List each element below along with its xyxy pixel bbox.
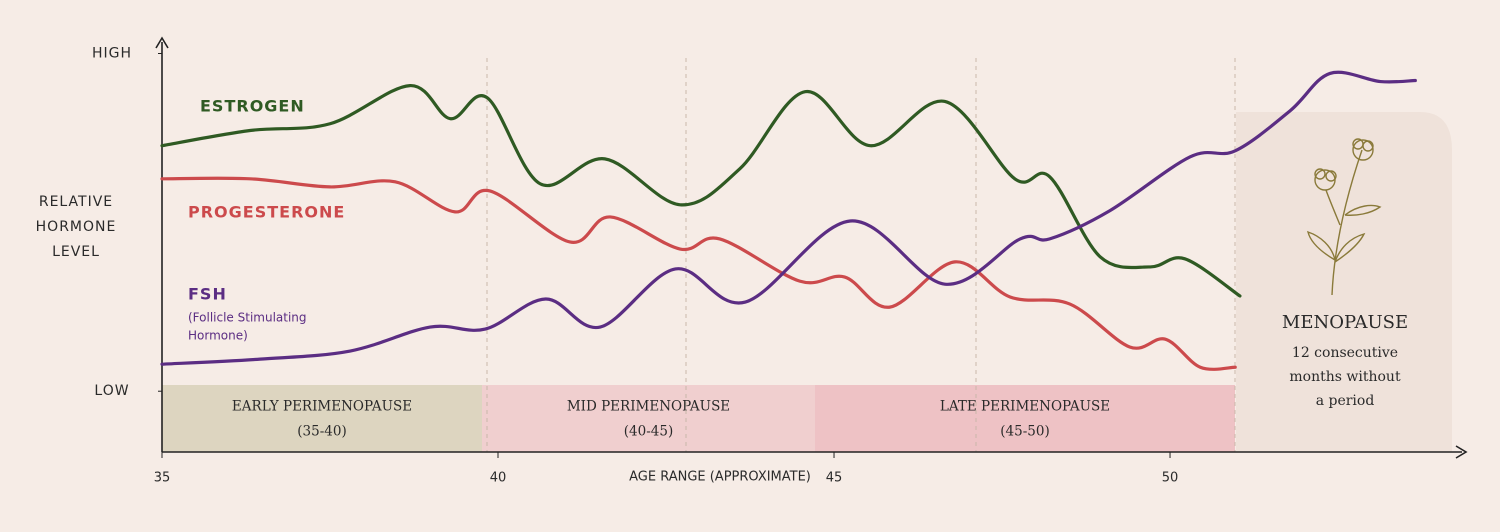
series-label: FSH xyxy=(188,285,227,304)
menopause-text: 12 consecutive xyxy=(1292,345,1398,361)
phase-range: (45-50) xyxy=(1000,424,1049,440)
menopause-text: a period xyxy=(1316,393,1375,409)
flower-icon xyxy=(1307,138,1382,296)
series-line xyxy=(160,70,1417,366)
series-note: Hormone) xyxy=(188,329,248,343)
x-axis-label: AGE RANGE (APPROXIMATE) xyxy=(629,470,811,485)
y-tick-label: LOW xyxy=(94,383,129,399)
x-tick-label: 35 xyxy=(154,471,171,486)
y-axis-arrow xyxy=(155,36,169,49)
series-label: PROGESTERONE xyxy=(188,203,345,222)
series-label: ESTROGEN xyxy=(200,97,305,116)
menopause-panel xyxy=(1236,112,1452,452)
phase-range: (40-45) xyxy=(624,424,673,440)
phase-name: MID PERIMENOPAUSE xyxy=(567,399,730,415)
phase-band xyxy=(482,385,815,452)
series-line xyxy=(160,176,1237,371)
menopause-title: MENOPAUSE xyxy=(1282,312,1408,333)
x-tick-label: 50 xyxy=(1162,471,1179,486)
y-axis-label: LEVEL xyxy=(52,244,100,260)
phase-range: (35-40) xyxy=(297,424,346,440)
y-tick-label: HIGH xyxy=(92,46,132,62)
menopause-text: months without xyxy=(1289,369,1401,385)
y-axis-label: RELATIVE xyxy=(39,194,113,210)
phase-name: EARLY PERIMENOPAUSE xyxy=(232,399,412,415)
phase-band xyxy=(162,385,482,452)
x-tick-label: 45 xyxy=(826,471,843,486)
phase-name: LATE PERIMENOPAUSE xyxy=(940,399,1110,415)
x-tick-label: 40 xyxy=(490,471,507,486)
y-axis-label: HORMONE xyxy=(36,219,117,235)
phase-band xyxy=(815,385,1235,452)
x-axis-arrow xyxy=(1455,445,1468,459)
series-note: (Follicle Stimulating xyxy=(188,311,307,325)
series-line xyxy=(160,83,1242,298)
